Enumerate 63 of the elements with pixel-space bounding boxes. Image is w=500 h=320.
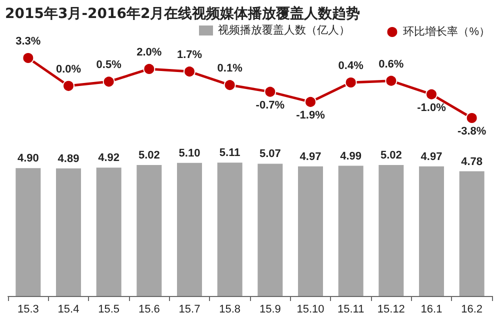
data-label: 1.7% bbox=[176, 49, 202, 62]
point bbox=[143, 62, 156, 75]
data-label: 5.11 bbox=[219, 147, 240, 160]
data-label: 4.97 bbox=[420, 150, 442, 163]
data-label: 4.99 bbox=[340, 150, 362, 162]
point bbox=[22, 52, 34, 64]
data-label: 5.02 bbox=[380, 150, 402, 162]
point bbox=[466, 112, 478, 124]
x-tick-label: 15.5 bbox=[98, 304, 120, 316]
data-label: -1.9% bbox=[296, 109, 326, 122]
data-label: 4.92 bbox=[98, 152, 120, 164]
point bbox=[184, 66, 196, 78]
x-tick-label: 15.4 bbox=[58, 304, 80, 316]
data-label: 4.97 bbox=[300, 150, 322, 163]
point bbox=[344, 76, 357, 89]
x-tick-label: 15.6 bbox=[138, 304, 160, 316]
bar bbox=[136, 165, 162, 296]
data-label: 2.0% bbox=[136, 46, 162, 58]
bar bbox=[217, 162, 242, 296]
x-tick-label: 15.12 bbox=[377, 304, 405, 316]
data-label: -0.7% bbox=[256, 99, 285, 112]
x-tick-label: 16.1 bbox=[420, 304, 442, 316]
x-tick-label: 15.7 bbox=[178, 304, 200, 316]
data-label: 4.78 bbox=[461, 156, 483, 168]
point bbox=[224, 79, 236, 92]
data-label: 3.3% bbox=[16, 36, 41, 48]
point bbox=[426, 88, 438, 100]
data-label: 0.5% bbox=[96, 59, 122, 72]
data-label: 0.0% bbox=[56, 63, 82, 76]
data-label: 0.1% bbox=[217, 62, 243, 75]
data-label: -3.8% bbox=[457, 126, 486, 138]
point bbox=[102, 76, 115, 88]
bar bbox=[176, 162, 202, 296]
chart-title: 2015年3月-2016年2月在线视频媒体播放覆盖人数趋势 bbox=[5, 5, 360, 22]
legend-label: 环比增长率（%） bbox=[403, 25, 490, 38]
x-tick-label: 15.3 bbox=[17, 304, 39, 316]
x-tick-label: 15.11 bbox=[337, 304, 364, 316]
bar bbox=[56, 168, 82, 296]
x-tick-label: 15.9 bbox=[259, 304, 281, 316]
x-tick-label: 16.2 bbox=[461, 304, 483, 316]
data-label: -1.0% bbox=[417, 102, 446, 114]
data-label: 0.4% bbox=[338, 60, 364, 72]
data-label: 0.6% bbox=[378, 58, 404, 70]
bar bbox=[338, 166, 364, 296]
bar bbox=[459, 171, 484, 296]
bar bbox=[16, 168, 41, 296]
bar bbox=[96, 168, 122, 296]
bar bbox=[418, 166, 444, 296]
data-label: 5.07 bbox=[259, 148, 281, 160]
legend-label: 视频播放覆盖人数（亿人） bbox=[218, 24, 350, 36]
point bbox=[304, 96, 316, 108]
bar bbox=[378, 165, 404, 296]
data-label: 5.10 bbox=[178, 147, 200, 160]
point bbox=[385, 74, 398, 87]
data-label: 4.90 bbox=[17, 152, 39, 165]
x-tick-label: 15.10 bbox=[296, 304, 324, 316]
data-label: 5.02 bbox=[138, 150, 160, 162]
point bbox=[62, 80, 74, 92]
bar bbox=[298, 166, 324, 296]
data-label: 4.89 bbox=[58, 152, 80, 165]
x-tick-label: 15.8 bbox=[219, 304, 241, 316]
point bbox=[264, 86, 276, 98]
bar bbox=[258, 164, 283, 296]
